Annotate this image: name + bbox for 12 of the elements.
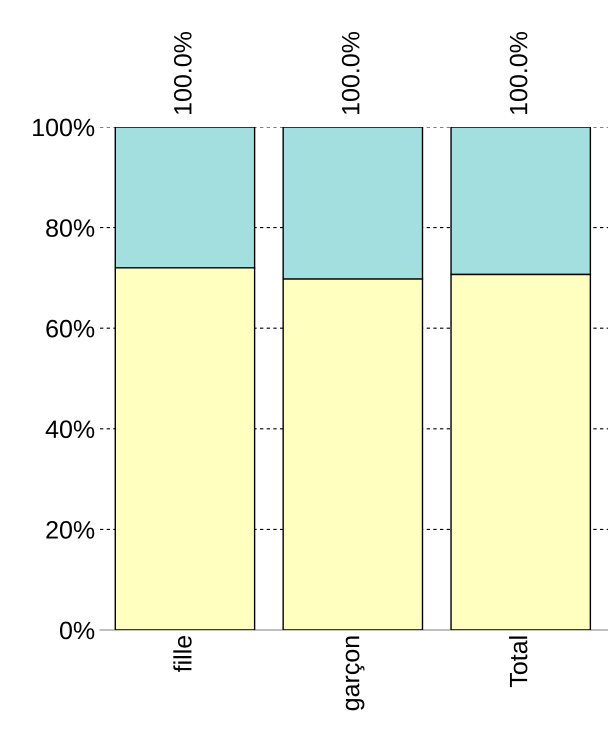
x-tick-label: Total (509, 636, 528, 688)
y-tick-label: 60% (46, 320, 94, 338)
total-label: 100.0% (510, 32, 528, 114)
y-tick-label: 80% (46, 219, 94, 237)
x-tick-label: fille (173, 636, 192, 672)
y-tick-label: 100% (33, 118, 94, 136)
total-label: 100.0% (174, 32, 192, 114)
x-tick-label: garçon (346, 636, 364, 710)
y-tick-label: 40% (46, 420, 94, 438)
total-label: 100.0% (342, 32, 360, 114)
y-tick-label: 20% (46, 521, 94, 539)
y-tick-label: 0% (60, 622, 94, 640)
